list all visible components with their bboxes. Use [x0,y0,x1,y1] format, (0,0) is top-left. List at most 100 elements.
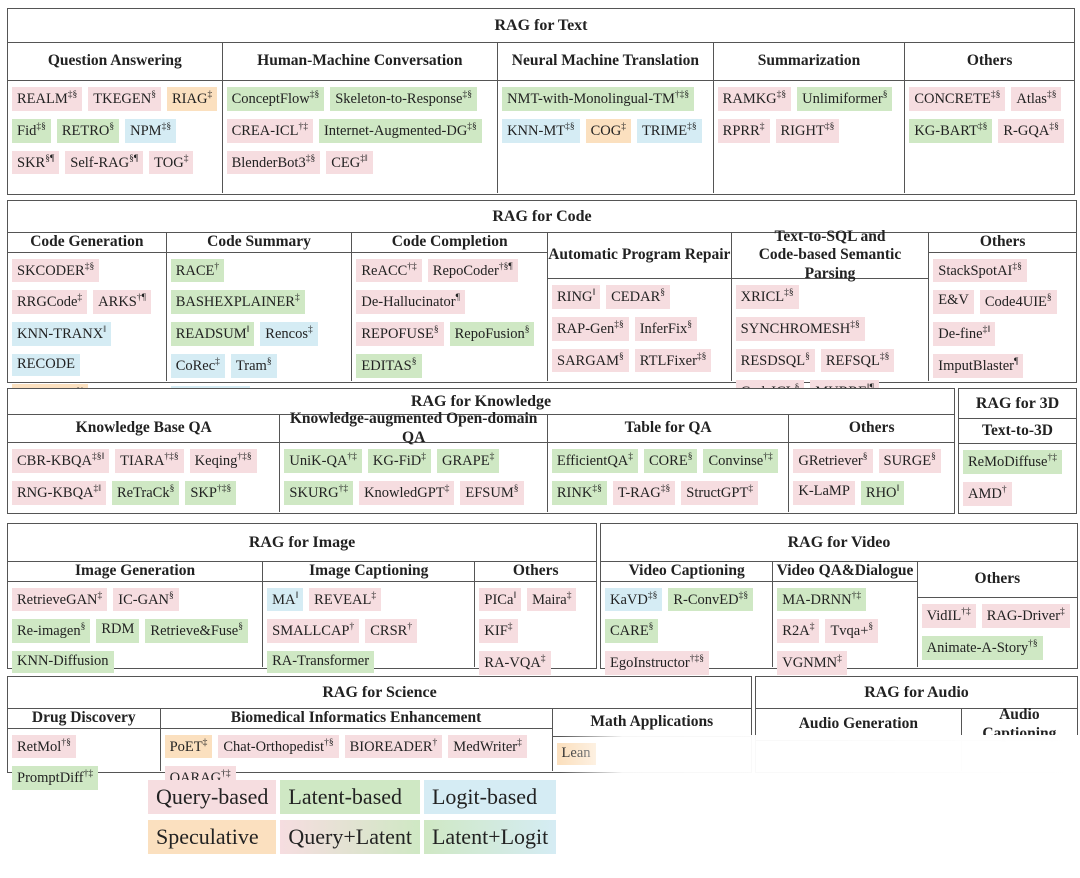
method-name: RACE [175,262,215,279]
method-marks: ‡‖ [93,483,101,494]
method-chip: MA‖ [267,587,304,612]
item-list: VidIL†‡ RAG-Driver‡ Animate-A-Story†§ [918,598,1077,666]
method-marks: ‡ [621,121,626,132]
column: Audio Generation [756,709,962,771]
method-marks: †‡§ [164,452,179,462]
method-chip: De-fine‡‖ [933,322,995,346]
column: Image Generation RetrieveGAN‡ IC-GAN§ Re-im… [8,562,264,674]
method-chip: Self-RAG§¶ [65,150,144,175]
method-chip: GRetriever§ [793,449,873,473]
method-marks: † [1001,485,1007,496]
method-chip: RRGCode‡ [12,290,88,315]
method-marks: †‡ [347,452,357,462]
method-name: COG [590,122,622,139]
method-chip: KNN-MT‡§ [502,118,580,143]
method-name: REPOFUSE [361,325,434,342]
method-marks: ‡§ [687,121,697,132]
method-name: RA-Transformer [272,653,370,670]
method-name: NPM [130,122,162,139]
method-marks: ‡ [371,590,377,601]
method-chip: R2A‡ [777,619,820,644]
method-name: MA-DRNN [782,591,852,608]
method-chip: KNN-TRANX‖ [12,322,111,346]
method-name: ConceptFlow [231,90,310,107]
method-marks: ‡§ [462,90,473,100]
method-name: StackSpotAI [938,262,1013,279]
method-chip: Fid‡§ [12,118,51,143]
method-chip: RHO‖ [860,480,905,505]
method-name: CEDAR [611,288,661,305]
method-name: R-ConvED [673,591,739,608]
method-chip: PICa‖ [479,587,522,612]
section: RAG for Code Code Generation SKCODER‡§ RRGC… [7,200,1077,410]
method-chip: Rencos‡ [260,322,318,346]
method-name: PromptDiff [17,770,84,787]
method-name: AMD [968,486,1002,503]
method-marks: ‡§ [161,121,172,132]
column: Knowledge-augmented Open-domain QA UniK-Q… [280,410,548,512]
method-chip: SURGE§ [878,449,941,473]
method-marks: § [619,351,624,362]
item-list [962,741,1077,753]
column: Human-Machine Conversation ConceptFlow‡§ S… [222,43,499,193]
method-marks: § [687,452,693,462]
method-name: Lean [561,745,591,762]
method-marks: ‡ [307,325,313,336]
column-title: Neural Machine Translation [498,43,713,81]
method-marks: †‡§ [216,483,232,494]
method-chip: RetMol†§ [12,734,76,759]
method-name: RRGCode [17,294,78,311]
method-name: PICa [484,591,514,608]
method-marks: ‡ [489,452,495,462]
method-name: RetMol [17,738,62,755]
method-name: Self-RAG [70,154,130,171]
method-marks: ‡§ [84,261,95,272]
column: Biomedical Informatics Enhancement PoET‡ C… [160,709,553,791]
method-chip: KG-FiD‡ [367,449,432,473]
method-name: RepoFusion [454,325,525,342]
method-chip: RINK‡§ [551,480,607,505]
method-marks: § [687,319,692,330]
method-marks: § [862,452,868,462]
method-marks: ‖ [592,288,596,298]
method-name: SKURG [289,484,339,501]
method-name: CORE [649,452,688,469]
method-name: K-LaMP [798,482,850,499]
column-title: Question Answering [8,43,222,81]
method-name: StructGPT [686,484,749,501]
column: Code Summary RACE† BASHEXPLAINER‡ READSUM‖ R… [166,233,353,410]
item-list: NMT-with-Monolingual-TM†‡§ KNN-MT‡§ COG‡ TR… [498,81,713,149]
column: Video QA&Dialogue MA-DRNN†‡ R2A‡ Tvqa+§ VGNM… [773,562,918,675]
column-title: Biomedical Informatics Enhancement [160,709,552,729]
method-marks: † [214,261,220,272]
method-marks: ‡§ [1049,121,1059,132]
method-name: RDM [101,621,135,638]
method-marks: § [169,483,175,494]
method-name: SKP [190,484,217,501]
method-name: ReACC [361,262,408,279]
method-chip: T-RAG‡§ [612,480,676,505]
method-chip: Tram§ [230,353,277,378]
method-name: RAP-Gen [557,320,615,337]
method-marks: ‡§ [879,351,890,362]
method-marks: § [151,90,156,100]
method-marks: § [660,288,666,298]
column-title: Code Generation [8,233,166,253]
method-chip: RETRO§ [56,118,120,143]
method-chip: Maira‡ [527,587,577,612]
method-marks: †§ [61,737,71,748]
method-name: BlenderBot3 [231,154,306,171]
item-list: UniK-QA†‡ KG-FiD‡ GRAPE‡ SKURG†‡ KnowledGPT‡… [280,443,546,511]
method-marks: ‡ [517,737,522,748]
method-marks: § [238,622,243,633]
method-marks: ‡ [748,483,754,494]
method-marks: †‡ [961,607,971,617]
legend-item: Latent+Logit [423,820,557,854]
method-name: KNN-MT [507,122,566,139]
method-marks: ‡§ [592,483,602,494]
column-title: Drug Discovery [8,709,160,729]
method-marks: ‡§ [1046,90,1057,100]
column: Others CONCRETE‡§ Atlas‡§ KG-BART‡§ R-GQA‡§ [905,43,1074,193]
method-name: XRICL [740,288,785,305]
method-name: EgoInstructor [610,654,690,671]
